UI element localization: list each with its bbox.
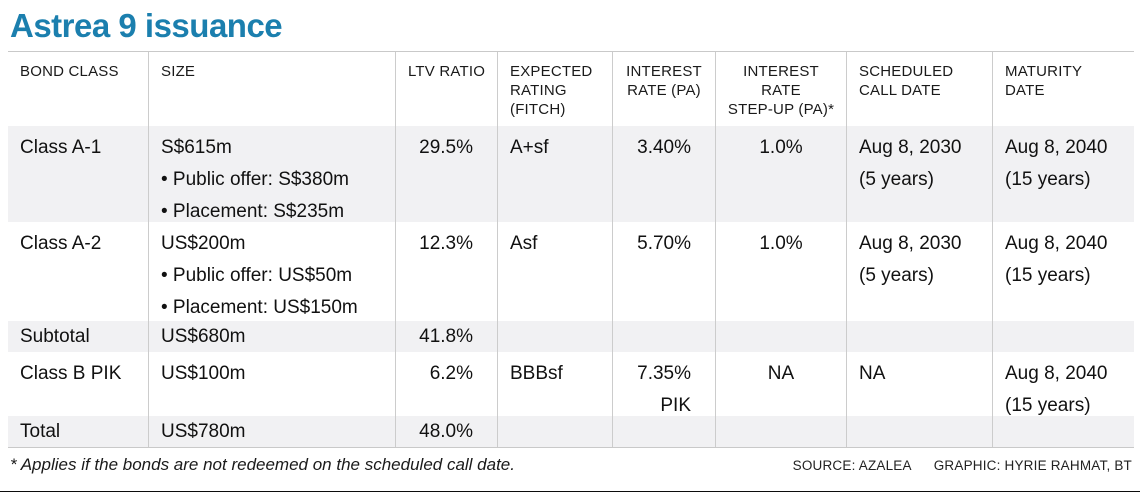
col-header-expected-rating: EXPECTED RATING (FITCH) bbox=[497, 52, 612, 126]
table-row-subtotal: Subtotal US$680m 41.8% bbox=[8, 321, 1134, 352]
cell-interest-rate bbox=[612, 416, 715, 447]
call-line: (5 years) bbox=[859, 265, 934, 286]
cell-bond-class: Class A-2 bbox=[20, 233, 102, 254]
col-header-bond-class: BOND CLASS bbox=[20, 63, 119, 80]
cell-interest-rate: 7.35% PIK bbox=[612, 352, 715, 416]
cell-maturity: Aug 8, 2040 (15 years) bbox=[992, 126, 1134, 222]
interest-line: 7.35% bbox=[637, 363, 691, 384]
maturity-line: (15 years) bbox=[1005, 169, 1091, 190]
cell-size: US$100m bbox=[148, 352, 395, 416]
cell-size: US$780m bbox=[148, 416, 395, 447]
graphic-credit-text: GRAPHIC: HYRIE RAHMAT, BT bbox=[933, 458, 1132, 473]
cell-bond-class: Subtotal bbox=[20, 326, 90, 347]
cell-bond-class: Total bbox=[20, 421, 61, 442]
cell-ltv-ratio: 48.0% bbox=[395, 416, 497, 447]
call-line: Aug 8, 2030 bbox=[859, 233, 962, 254]
table-row-class-a1: Class A-1 S$615m • Public offer: S$380m … bbox=[8, 126, 1134, 222]
cell-scheduled-call: Aug 8, 2030 (5 years) bbox=[846, 222, 992, 321]
cell-maturity: Aug 8, 2040 (15 years) bbox=[992, 352, 1134, 416]
credits: SOURCE: AZALEA GRAPHIC: HYRIE RAHMAT, BT bbox=[793, 458, 1132, 473]
maturity-line: (15 years) bbox=[1005, 395, 1091, 416]
cell-scheduled-call: Aug 8, 2030 (5 years) bbox=[846, 126, 992, 222]
size-line: • Placement: US$150m bbox=[161, 297, 358, 318]
cell-expected-rating: Asf bbox=[497, 222, 612, 321]
col-header-step-up: INTEREST RATE STEP-UP (PA)* bbox=[715, 52, 846, 126]
cell-scheduled-call bbox=[846, 416, 992, 447]
cell-ltv-ratio: 12.3% bbox=[395, 222, 497, 321]
cell-step-up: 1.0% bbox=[715, 222, 846, 321]
cell-maturity bbox=[992, 416, 1134, 447]
cell-interest-rate: 3.40% bbox=[612, 126, 715, 222]
table-row-class-a2: Class A-2 US$200m • Public offer: US$50m… bbox=[8, 222, 1134, 321]
cell-maturity: Aug 8, 2040 (15 years) bbox=[992, 222, 1134, 321]
cell-ltv-ratio: 29.5% bbox=[395, 126, 497, 222]
source-text: SOURCE: AZALEA bbox=[792, 458, 912, 473]
cell-expected-rating: BBBsf bbox=[497, 352, 612, 416]
cell-step-up: 1.0% bbox=[715, 126, 846, 222]
interest-line: 3.40% bbox=[637, 137, 691, 158]
issuance-table: BOND CLASS SIZE LTV RATIO EXPECTED RATIN… bbox=[8, 51, 1134, 448]
col-header-ltv-ratio: LTV RATIO bbox=[395, 52, 497, 126]
cell-ltv-ratio: 6.2% bbox=[395, 352, 497, 416]
table-header-row: BOND CLASS SIZE LTV RATIO EXPECTED RATIN… bbox=[8, 52, 1134, 126]
table-row-class-b-pik: Class B PIK US$100m 6.2% BBBsf 7.35% PIK… bbox=[8, 352, 1134, 416]
cell-step-up bbox=[715, 321, 846, 352]
maturity-line: (15 years) bbox=[1005, 265, 1091, 286]
cell-size: S$615m • Public offer: S$380m • Placemen… bbox=[148, 126, 395, 222]
footnote: * Applies if the bonds are not redeemed … bbox=[10, 455, 515, 474]
cell-interest-rate: 5.70% bbox=[612, 222, 715, 321]
col-header-scheduled-call: SCHEDULED CALL DATE bbox=[846, 52, 992, 126]
cell-step-up bbox=[715, 416, 846, 447]
cell-expected-rating bbox=[497, 416, 612, 447]
cell-ltv-ratio: 41.8% bbox=[395, 321, 497, 352]
cell-maturity bbox=[992, 321, 1134, 352]
call-line: NA bbox=[859, 363, 886, 384]
call-line: Aug 8, 2030 bbox=[859, 137, 962, 158]
interest-line: PIK bbox=[660, 395, 691, 416]
cell-interest-rate bbox=[612, 321, 715, 352]
cell-size: US$680m bbox=[148, 321, 395, 352]
interest-line: 5.70% bbox=[637, 233, 691, 254]
cell-expected-rating bbox=[497, 321, 612, 352]
size-line: • Public offer: US$50m bbox=[161, 265, 353, 286]
size-line: • Placement: S$235m bbox=[161, 201, 345, 222]
page-title: Astrea 9 issuance bbox=[10, 7, 283, 44]
col-header-interest-rate: INTEREST RATE (PA) bbox=[612, 52, 715, 126]
call-line: (5 years) bbox=[859, 169, 934, 190]
cell-expected-rating: A+sf bbox=[497, 126, 612, 222]
col-header-maturity: MATURITY DATE bbox=[992, 52, 1134, 126]
maturity-line: Aug 8, 2040 bbox=[1005, 233, 1108, 254]
maturity-line: Aug 8, 2040 bbox=[1005, 363, 1108, 384]
size-line: US$200m bbox=[161, 233, 246, 254]
table-footer: * Applies if the bonds are not redeemed … bbox=[10, 455, 1132, 475]
cell-scheduled-call: NA bbox=[846, 352, 992, 416]
cell-bond-class: Class A-1 bbox=[20, 137, 102, 158]
cell-size: US$200m • Public offer: US$50m • Placeme… bbox=[148, 222, 395, 321]
cell-step-up: NA bbox=[715, 352, 846, 416]
size-line: • Public offer: S$380m bbox=[161, 169, 349, 190]
table-row-total: Total US$780m 48.0% bbox=[8, 416, 1134, 447]
cell-bond-class: Class B PIK bbox=[20, 363, 122, 384]
cell-scheduled-call bbox=[846, 321, 992, 352]
maturity-line: Aug 8, 2040 bbox=[1005, 137, 1108, 158]
size-line: S$615m bbox=[161, 137, 232, 158]
col-header-size: SIZE bbox=[148, 52, 395, 126]
